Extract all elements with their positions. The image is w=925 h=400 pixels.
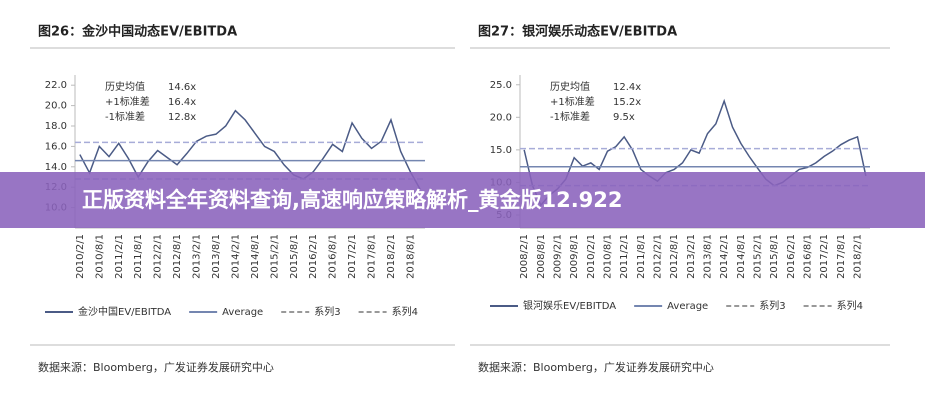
y-tick-label: 15.0 — [490, 145, 512, 156]
y-tick-label: 14.0 — [45, 162, 67, 173]
annotation-value: 15.2x — [613, 97, 641, 108]
chart-title: 图26：金沙中国动态EV/EBITDA — [38, 24, 237, 40]
x-tick-label: 2015/8/1 — [289, 234, 300, 279]
x-tick-label: 2018/2/1 — [853, 234, 864, 279]
x-tick-label: 2017/8/1 — [367, 234, 378, 279]
x-tick-label: 2013/2/1 — [686, 234, 697, 279]
annotation-value: 12.4x — [613, 82, 641, 93]
x-tick-label: 2013/2/1 — [192, 234, 203, 279]
y-tick-label: 18.0 — [45, 121, 67, 132]
x-tick-label: 2014/2/1 — [719, 234, 730, 279]
x-tick-label: 2018/8/1 — [405, 234, 416, 279]
legend-label: 系列3 — [759, 299, 785, 312]
annotation-label: +1标准差 — [105, 95, 150, 108]
x-tick-label: 2017/2/1 — [347, 234, 358, 279]
source-note: 数据来源：Bloomberg，广发证券发展研究中心 — [478, 360, 714, 374]
x-tick-label: 2014/2/1 — [230, 234, 241, 279]
x-tick-label: 2014/8/1 — [736, 234, 747, 279]
legend-label: 系列3 — [314, 305, 340, 318]
banner-text: 正版资料全年资料查询,高速响应策略解析_黄金版12.922 — [82, 188, 623, 212]
x-tick-label: 2015/8/1 — [769, 234, 780, 279]
annotation-value: 14.6x — [168, 82, 196, 93]
x-tick-label: 2012/8/1 — [172, 234, 183, 279]
x-tick-label: 2015/2/1 — [753, 234, 764, 279]
x-tick-label: 2011/8/1 — [636, 234, 647, 279]
annotation-value: 9.5x — [613, 112, 635, 123]
x-tick-label: 2016/2/1 — [308, 234, 319, 279]
legend-label: 系列4 — [837, 299, 863, 312]
x-tick-label: 2016/8/1 — [803, 234, 814, 279]
chart-panel: 图26：金沙中国动态EV/EBITDA10.012.014.016.018.02… — [30, 24, 455, 374]
x-tick-label: 2011/8/1 — [133, 234, 144, 279]
y-tick-label: 20.0 — [45, 101, 67, 112]
y-tick-label: 25.0 — [490, 80, 512, 91]
x-tick-label: 2013/8/1 — [211, 234, 222, 279]
x-tick-label: 2012/2/1 — [653, 234, 664, 279]
annotation-label: 历史均值 — [550, 80, 590, 93]
x-tick-label: 2014/8/1 — [250, 234, 261, 279]
y-tick-label: 16.0 — [45, 141, 67, 152]
annotation-value: 16.4x — [168, 97, 196, 108]
x-tick-label: 2010/8/1 — [603, 234, 614, 279]
annotation-label: -1标准差 — [550, 110, 590, 123]
x-tick-label: 2017/8/1 — [836, 234, 847, 279]
annotation-label: -1标准差 — [105, 110, 145, 123]
legend-label: Average — [222, 307, 263, 318]
x-tick-label: 2010/2/1 — [586, 234, 597, 279]
legend-label: 银河娱乐EV/EBITDA — [523, 299, 616, 312]
y-tick-label: 22.0 — [45, 80, 67, 91]
x-tick-label: 2009/8/1 — [569, 234, 580, 279]
annotation-label: 历史均值 — [105, 80, 145, 93]
legend-label: 系列4 — [392, 305, 418, 318]
x-tick-label: 2010/2/1 — [75, 234, 86, 279]
x-tick-label: 2013/8/1 — [703, 234, 714, 279]
x-tick-label: 2015/2/1 — [269, 234, 280, 279]
x-tick-label: 2016/8/1 — [328, 234, 339, 279]
y-tick-label: 20.0 — [490, 112, 512, 123]
x-tick-label: 2011/2/1 — [619, 234, 630, 279]
x-tick-label: 2008/2/1 — [519, 234, 530, 279]
x-tick-label: 2009/2/1 — [553, 234, 564, 279]
x-tick-label: 2016/2/1 — [786, 234, 797, 279]
banner-background — [0, 172, 925, 228]
x-tick-label: 2011/2/1 — [114, 234, 125, 279]
x-tick-label: 2010/8/1 — [94, 234, 105, 279]
x-tick-label: 2012/2/1 — [153, 234, 164, 279]
annotation-label: +1标准差 — [550, 95, 595, 108]
source-note: 数据来源：Bloomberg，广发证券发展研究中心 — [38, 360, 274, 374]
x-tick-label: 2017/2/1 — [819, 234, 830, 279]
chart-title: 图27：银河娱乐动态EV/EBITDA — [478, 24, 677, 40]
legend-label: Average — [667, 301, 708, 312]
annotation-value: 12.8x — [168, 112, 196, 123]
x-tick-label: 2018/2/1 — [386, 234, 397, 279]
x-tick-label: 2008/8/1 — [536, 234, 547, 279]
legend-label: 金沙中国EV/EBITDA — [78, 305, 171, 318]
x-tick-label: 2012/8/1 — [669, 234, 680, 279]
